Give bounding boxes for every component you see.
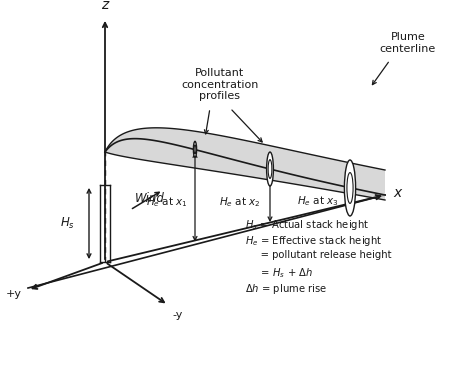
Text: $\Delta h$ = plume rise: $\Delta h$ = plume rise bbox=[245, 282, 327, 296]
Text: +y: +y bbox=[6, 289, 22, 299]
Polygon shape bbox=[105, 128, 385, 200]
Text: z: z bbox=[101, 0, 109, 12]
Text: Wind: Wind bbox=[135, 192, 165, 205]
Ellipse shape bbox=[266, 152, 273, 186]
Text: $H_e$ at $x_2$: $H_e$ at $x_2$ bbox=[219, 195, 261, 209]
Text: $H_s$ = Actual stack height: $H_s$ = Actual stack height bbox=[245, 218, 369, 232]
Ellipse shape bbox=[193, 141, 197, 158]
Text: $H_e$ at $x_3$: $H_e$ at $x_3$ bbox=[297, 194, 339, 208]
Ellipse shape bbox=[345, 160, 356, 216]
Text: $H_s$: $H_s$ bbox=[60, 215, 75, 230]
Text: Plume
centerline: Plume centerline bbox=[380, 32, 436, 54]
Text: Pollutant
concentration
profiles: Pollutant concentration profiles bbox=[182, 68, 259, 101]
Text: x: x bbox=[393, 186, 401, 200]
Text: $H_e$ = Effective stack height: $H_e$ = Effective stack height bbox=[245, 234, 382, 248]
Text: = pollutant release height: = pollutant release height bbox=[245, 250, 392, 260]
Text: $H_e$ at $x_1$: $H_e$ at $x_1$ bbox=[146, 195, 188, 209]
Text: -y: -y bbox=[172, 310, 182, 320]
Text: = $H_s$ + $\Delta h$: = $H_s$ + $\Delta h$ bbox=[245, 266, 313, 280]
